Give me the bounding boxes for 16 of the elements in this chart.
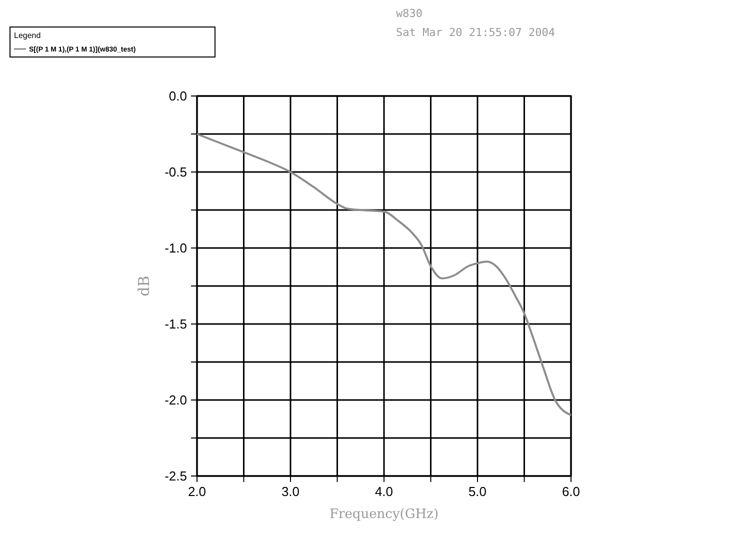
y-tick-label: -2.5: [164, 468, 187, 484]
x-tick-label: 2.0: [188, 484, 206, 499]
y-tick-label: 0.0: [168, 88, 187, 104]
legend-title: Legend: [14, 31, 41, 40]
x-tick-label: 3.0: [281, 484, 300, 499]
y-tick-label: -0.5: [164, 164, 187, 180]
y-tick-label: -2.0: [164, 392, 187, 408]
x-tick-label: 6.0: [562, 484, 580, 499]
x-tick-label: 5.0: [468, 484, 487, 499]
y-axis-title: dB: [135, 276, 153, 296]
x-axis-title: Frequency(GHz): [329, 507, 439, 522]
chart-subtitle: Sat Mar 20 21:55:07 2004: [396, 26, 556, 39]
y-tick-label: -1.5: [164, 316, 187, 332]
y-tick-label: -1.0: [164, 240, 187, 256]
x-tick-label: 4.0: [374, 484, 394, 499]
chart-title: w830: [396, 7, 422, 20]
